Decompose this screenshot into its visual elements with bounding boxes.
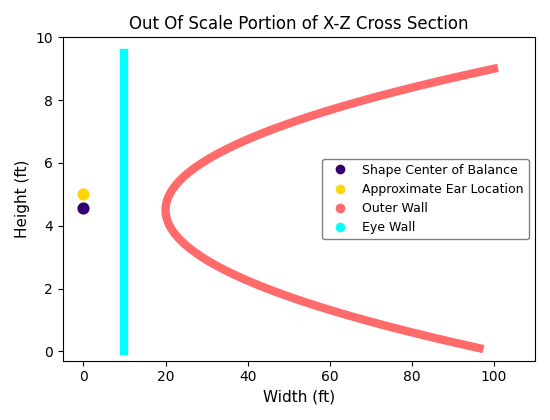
Y-axis label: Height (ft): Height (ft) xyxy=(15,160,30,238)
Legend: Shape Center of Balance, Approximate Ear Location, Outer Wall, Eye Wall: Shape Center of Balance, Approximate Ear… xyxy=(322,159,529,239)
Title: Out Of Scale Portion of X-Z Cross Section: Out Of Scale Portion of X-Z Cross Sectio… xyxy=(129,15,469,33)
Point xyxy=(79,205,88,211)
Point xyxy=(79,190,88,197)
X-axis label: Width (ft): Width (ft) xyxy=(263,390,335,405)
